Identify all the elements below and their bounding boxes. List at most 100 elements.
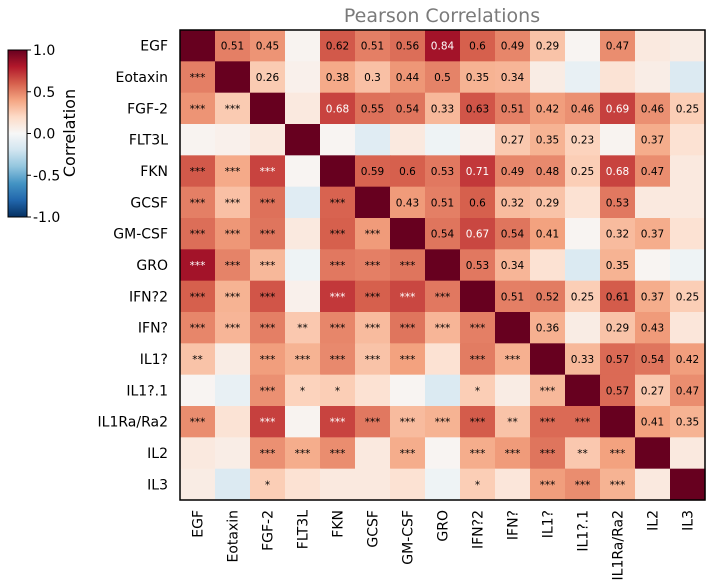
- heatmap-cell: [180, 280, 216, 313]
- heatmap-cell: [355, 280, 391, 313]
- heatmap-cell: [670, 124, 706, 156]
- cell-value-label: 0.54: [431, 229, 455, 241]
- colorbar: 1.0 0.5 0.0 -0.5 -1.0 Correlation: [7, 43, 79, 226]
- y-tick-labels: EGF Eotaxin FGF-2 FLT3L FKN GCSF GM-CSF GRO IFN?…: [98, 39, 169, 494]
- heatmap-cell: [285, 30, 321, 62]
- cell-significance-label: ***: [190, 229, 206, 241]
- heatmap-cell: [600, 249, 636, 282]
- heatmap-cell: [215, 343, 251, 376]
- heatmap-cell: [320, 92, 356, 125]
- heatmap-cell: [390, 92, 426, 125]
- cell-value-label: 0.35: [676, 417, 699, 429]
- heatmap-cell: [390, 374, 426, 407]
- heatmap-cell: [180, 312, 216, 344]
- y-tick-label: IFN?2: [129, 289, 168, 305]
- heatmap-cell: [250, 92, 286, 125]
- heatmap-cell: [600, 61, 636, 94]
- colorbar-gradient: [7, 49, 28, 218]
- heatmap-cell: [600, 186, 636, 219]
- heatmap-cell: [530, 30, 566, 62]
- heatmap-cell: [670, 280, 706, 313]
- cell-significance-label: **: [297, 323, 308, 335]
- x-tick-label: FLT3L: [296, 510, 312, 549]
- cell-value-label: 0.42: [536, 103, 559, 115]
- cell-significance-label: *: [475, 385, 480, 397]
- heatmap-cell: [460, 61, 496, 94]
- heatmap-cell: [355, 186, 391, 219]
- cell-significance-label: ***: [330, 448, 346, 460]
- cell-significance-label: ***: [330, 354, 346, 366]
- heatmap-cell: [670, 312, 706, 344]
- heatmap-cell: [460, 124, 496, 156]
- cell-significance-label: ***: [225, 291, 241, 303]
- cell-significance-label: ***: [365, 229, 381, 241]
- heatmap-cell: [600, 406, 636, 438]
- cell-significance-label: ***: [330, 323, 346, 335]
- heatmap-cell: [460, 92, 496, 125]
- cell-significance-label: ***: [190, 72, 206, 84]
- heatmap-cell: [250, 61, 286, 94]
- heatmap-cell: [180, 406, 216, 438]
- heatmap-cell: [670, 155, 706, 188]
- y-tick-label: IL1Ra/Ra2: [98, 415, 168, 431]
- heatmap-cell: [670, 186, 706, 219]
- cell-significance-label: ***: [225, 103, 241, 115]
- heatmap-cell: [425, 124, 461, 156]
- heatmap-cell: [390, 406, 426, 438]
- heatmap-cell: [355, 343, 391, 376]
- cell-significance-label: ***: [400, 260, 416, 272]
- cell-value-label: 0.52: [536, 291, 559, 303]
- cell-value-label: 0.6: [469, 41, 486, 53]
- cell-significance-label: ***: [260, 417, 276, 429]
- heatmap-cell: [320, 30, 356, 62]
- heatmap-cell: [460, 155, 496, 188]
- heatmap-cell: [285, 249, 321, 282]
- heatmap-cell: [670, 374, 706, 407]
- heatmap-cell: [355, 155, 391, 188]
- heatmap-cell: [495, 280, 531, 313]
- heatmap-cell: [320, 468, 356, 501]
- cell-value-label: 0.27: [641, 385, 664, 397]
- plot-frame: [179, 29, 706, 501]
- cell-value-label: 0.36: [536, 323, 560, 335]
- x-tick-label: FKN: [331, 510, 347, 538]
- x-tick-label: GRO: [436, 510, 452, 542]
- heatmap-cell: [565, 218, 601, 250]
- cell-value-label: 0.35: [606, 260, 629, 272]
- heatmap-cell: [180, 155, 216, 188]
- cell-value-label: 0.46: [571, 103, 595, 115]
- heatmap-cell: [390, 343, 426, 376]
- cell-value-label: 0.29: [536, 197, 559, 209]
- cell-value-label: 0.51: [501, 103, 524, 115]
- y-tick-label: FGF-2: [127, 101, 168, 117]
- heatmap-cell: [320, 61, 356, 94]
- heatmap-cell: [635, 124, 671, 156]
- cell-value-label: 0.34: [501, 72, 525, 84]
- heatmap-cell: [635, 249, 671, 282]
- cell-value-label: 0.57: [606, 385, 629, 397]
- heatmap-cell: [425, 61, 461, 94]
- heatmap-cell: [425, 280, 461, 313]
- heatmap-cell: [495, 218, 531, 250]
- heatmap-cell: [530, 374, 566, 407]
- heatmap-cell: [495, 406, 531, 438]
- cell-significance-label: ***: [260, 166, 276, 178]
- heatmap-cell: [670, 61, 706, 94]
- cell-significance-label: ***: [260, 291, 276, 303]
- heatmap-cell: [250, 218, 286, 250]
- heatmap-cell: [635, 280, 671, 313]
- heatmap-cell: [390, 312, 426, 344]
- heatmap-cell: [495, 437, 531, 470]
- cell-significance-label: ***: [400, 417, 416, 429]
- heatmap-cell: [460, 343, 496, 376]
- heatmap-cell: [565, 30, 601, 62]
- cell-value-label: 0.55: [361, 103, 384, 115]
- cell-value-label: 0.29: [606, 323, 629, 335]
- heatmap-cell: [600, 343, 636, 376]
- heatmap-cell: [320, 155, 356, 188]
- heatmap-cell: [495, 186, 531, 219]
- cell-significance-label: ***: [330, 229, 346, 241]
- heatmap-cell: [530, 437, 566, 470]
- colorbar-tick-label: -0.5: [33, 168, 60, 184]
- cell-significance-label: *: [335, 385, 340, 397]
